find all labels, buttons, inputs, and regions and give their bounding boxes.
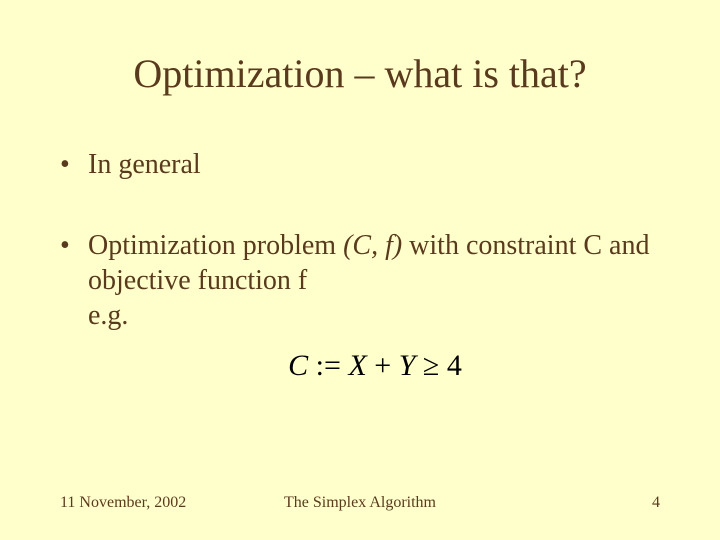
bullet-item: In general [60, 147, 660, 182]
bullet-item: Optimization problem (C, f) with constra… [60, 228, 660, 333]
formula-rel: ≥ [423, 349, 439, 382]
formula-lhs: C [288, 349, 308, 382]
bullet-text-line2: e.g. [88, 300, 128, 331]
bullet-list: In general Optimization problem (C, f) w… [60, 147, 660, 333]
formula-plus: + [374, 349, 391, 382]
formula-assign: := [316, 349, 341, 382]
formula-y: Y [399, 349, 416, 382]
bullet-text-prefix: Optimization problem [88, 230, 343, 261]
slide: Optimization – what is that? In general … [0, 0, 720, 540]
formula-x: X [348, 349, 366, 382]
formula-val: 4 [447, 349, 462, 382]
slide-title: Optimization – what is that? [60, 50, 660, 97]
footer-page: 4 [652, 494, 660, 512]
bullet-text: In general [88, 149, 201, 180]
footer-date: 11 November, 2002 [60, 494, 186, 512]
bullet-text-italic: (C, f) [343, 230, 402, 261]
formula: C := X + Y ≥ 4 [90, 349, 660, 383]
slide-footer: 11 November, 2002 The Simplex Algorithm … [0, 494, 720, 512]
